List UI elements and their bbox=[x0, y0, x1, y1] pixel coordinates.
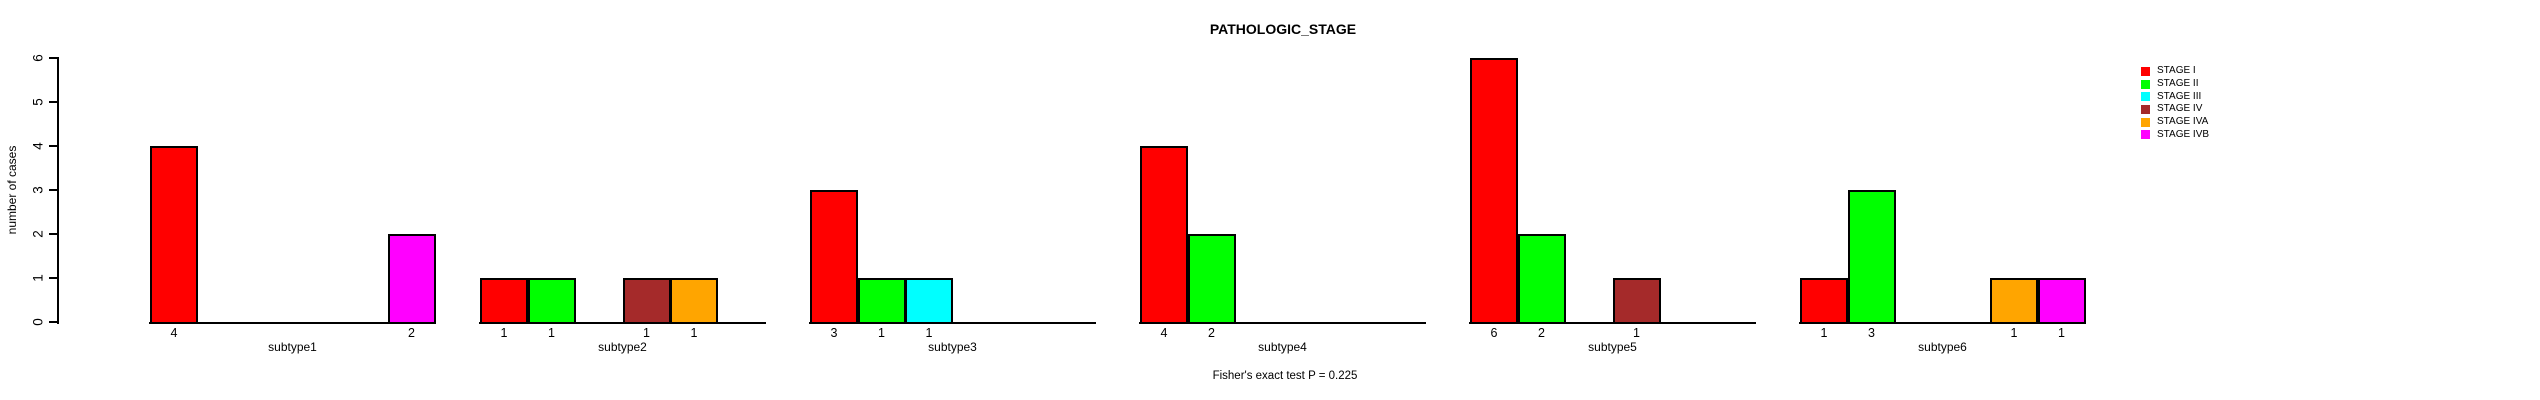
bar bbox=[480, 278, 528, 324]
x-axis-baseline bbox=[1799, 322, 2086, 324]
bar-value-label: 6 bbox=[1490, 326, 1498, 340]
legend-color-swatch bbox=[2141, 130, 2150, 140]
y-axis-tick bbox=[49, 145, 57, 147]
bar bbox=[2037, 278, 2086, 324]
y-axis-tick-label: 3 bbox=[30, 186, 46, 194]
legend-item: STAGE IVA bbox=[2141, 116, 2209, 129]
bar bbox=[1140, 146, 1188, 324]
legend-item: STAGE IVB bbox=[2141, 128, 2209, 141]
legend-item-label: STAGE I bbox=[2157, 65, 2196, 77]
bar-value-label: 1 bbox=[690, 326, 698, 340]
bar bbox=[1187, 234, 1236, 324]
bar bbox=[1470, 58, 1518, 324]
bar-value-label: 1 bbox=[643, 326, 650, 340]
bar-value-label: 1 bbox=[1820, 326, 1828, 340]
bar-value-label: 2 bbox=[1538, 326, 1545, 340]
y-axis-tick-label: 1 bbox=[30, 274, 46, 282]
y-axis-tick bbox=[49, 189, 57, 191]
bar-value-label: 3 bbox=[830, 326, 838, 340]
legend-item-label: STAGE IVA bbox=[2157, 116, 2209, 128]
legend-item-label: STAGE II bbox=[2157, 78, 2199, 90]
bar-value-label: 1 bbox=[1633, 326, 1640, 340]
legend-color-swatch bbox=[2141, 92, 2150, 102]
y-axis-tick bbox=[49, 321, 57, 323]
bar-value-label: 4 bbox=[170, 326, 178, 340]
x-axis-baseline bbox=[149, 322, 436, 324]
bar bbox=[150, 146, 198, 324]
legend-item: STAGE IV bbox=[2141, 103, 2209, 116]
category-label: subtype6 bbox=[1918, 340, 1967, 354]
bar bbox=[905, 278, 953, 324]
category-label: subtype4 bbox=[1258, 340, 1307, 354]
category-label: subtype1 bbox=[268, 340, 317, 354]
legend-color-swatch bbox=[2141, 66, 2150, 76]
bar-value-label: 1 bbox=[2058, 326, 2065, 340]
bar bbox=[1800, 278, 1848, 324]
bar bbox=[387, 234, 436, 324]
bar-value-label: 2 bbox=[408, 326, 415, 340]
y-axis-tick bbox=[49, 57, 57, 59]
y-axis-tick bbox=[49, 101, 57, 103]
bar-value-label: 1 bbox=[925, 326, 933, 340]
bar bbox=[1612, 278, 1661, 324]
legend-item: STAGE II bbox=[2141, 78, 2209, 91]
bar-value-label: 1 bbox=[2010, 326, 2018, 340]
bar-value-label: 1 bbox=[500, 326, 508, 340]
y-axis-tick bbox=[49, 277, 57, 279]
y-axis-tick bbox=[49, 233, 57, 235]
category-label: subtype3 bbox=[928, 340, 977, 354]
category-label: subtype5 bbox=[1588, 340, 1637, 354]
bar bbox=[670, 278, 718, 324]
legend-item: STAGE I bbox=[2141, 65, 2209, 78]
legend-item: STAGE III bbox=[2141, 90, 2209, 103]
bar-value-label: 1 bbox=[548, 326, 555, 340]
bar-value-label: 2 bbox=[1208, 326, 1215, 340]
legend-item-label: STAGE IV bbox=[2157, 103, 2203, 115]
y-axis-line bbox=[57, 57, 59, 324]
y-axis-tick-label: 5 bbox=[30, 98, 46, 106]
bar-value-label: 1 bbox=[878, 326, 885, 340]
bar-value-label: 3 bbox=[1868, 326, 1875, 340]
x-axis-baseline bbox=[1139, 322, 1426, 324]
legend-color-swatch bbox=[2141, 117, 2150, 127]
y-axis-tick-label: 0 bbox=[30, 318, 46, 326]
legend-color-swatch bbox=[2141, 104, 2150, 114]
bar bbox=[1847, 190, 1896, 324]
y-axis-tick-label: 4 bbox=[30, 142, 46, 150]
bar bbox=[527, 278, 576, 324]
y-axis-label: number of cases bbox=[5, 145, 19, 235]
legend: STAGE I STAGE II STAGE III STAGE IV STAGE IV… bbox=[2141, 65, 2209, 141]
legend-item-label: STAGE III bbox=[2157, 90, 2202, 102]
legend-item-label: STAGE IVB bbox=[2157, 128, 2210, 140]
bar bbox=[1517, 234, 1566, 324]
bar bbox=[810, 190, 858, 324]
y-axis-tick-label: 2 bbox=[30, 230, 46, 238]
bar-value-label: 4 bbox=[1160, 326, 1168, 340]
bar bbox=[1990, 278, 2038, 324]
bar bbox=[857, 278, 906, 324]
annotation-text: Fisher's exact test P = 0.225 bbox=[1212, 370, 1358, 382]
bar bbox=[622, 278, 671, 324]
category-label: subtype2 bbox=[598, 340, 647, 354]
chart-title: PATHOLOGIC_STAGE bbox=[1209, 21, 1357, 37]
y-axis-tick-label: 6 bbox=[30, 54, 46, 62]
legend-color-swatch bbox=[2141, 79, 2150, 89]
